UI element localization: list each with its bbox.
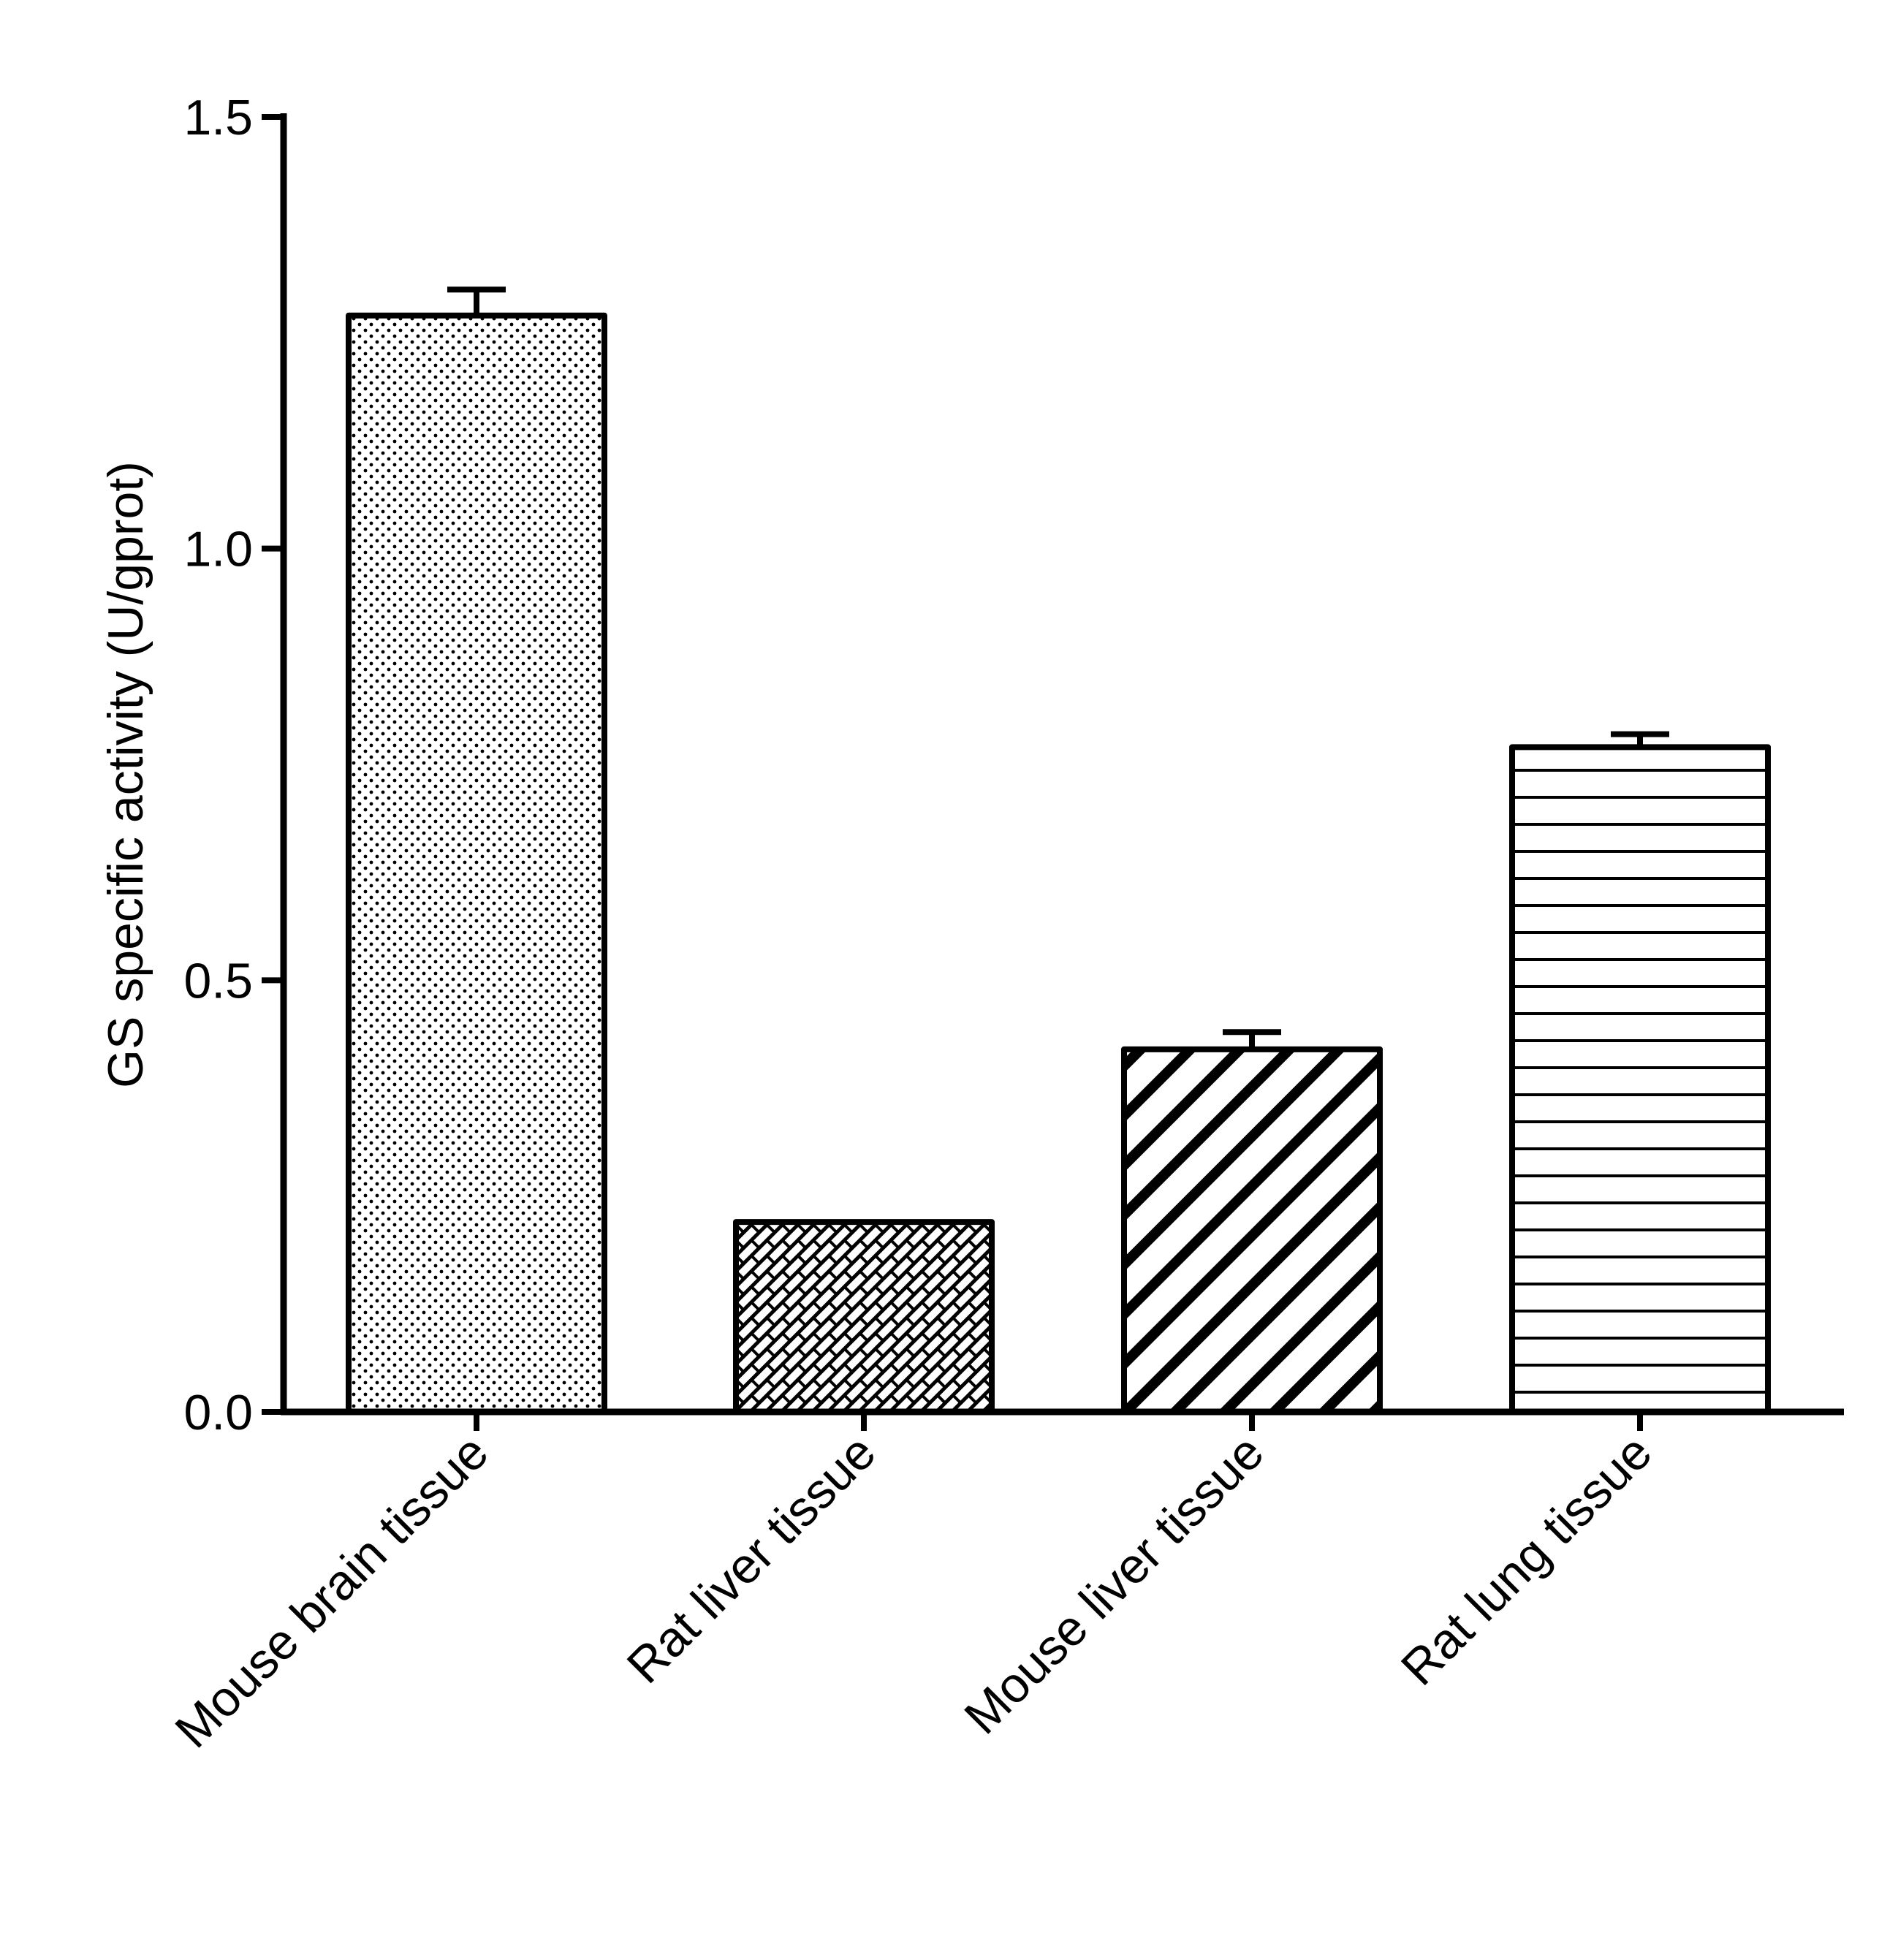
bar <box>733 1219 995 1416</box>
bar <box>346 312 607 1415</box>
x-tick-label: Mouse liver tissue <box>954 1424 1275 1745</box>
plot-area: 0.0 0.5 1.0 1.5 Mouse brain tissue Rat liver … <box>164 90 1771 1758</box>
y-tick-label: 0.0 <box>183 1385 253 1440</box>
y-tick-label: 0.5 <box>183 953 253 1009</box>
x-tick-label: Rat liver tissue <box>617 1424 887 1694</box>
bar <box>1121 1046 1383 1415</box>
bar <box>1509 744 1771 1415</box>
y-tick-label: 1.5 <box>183 90 253 145</box>
y-tick-label: 1.0 <box>183 522 253 577</box>
x-tick-label: Mouse brain tissue <box>164 1424 498 1758</box>
y-axis-title: GS specific activity (U/gprot) <box>98 461 153 1088</box>
x-tick-label: Rat lung tissue <box>1391 1424 1663 1696</box>
